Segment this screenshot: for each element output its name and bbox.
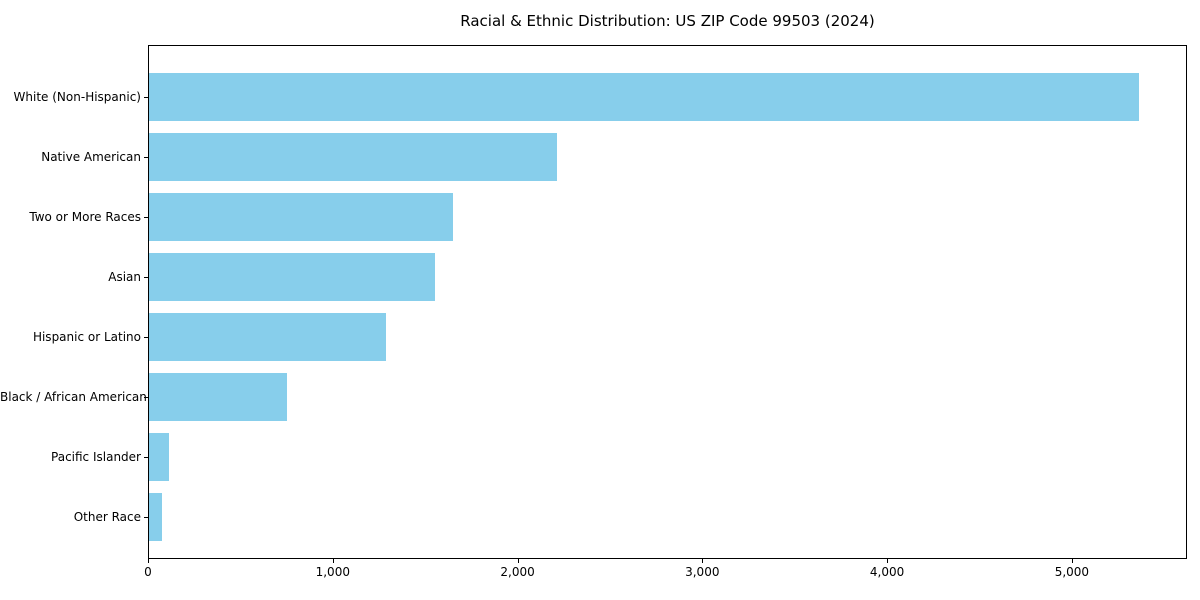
y-tick-label-native-american: Native American [41, 150, 141, 164]
bar-black-african-american [149, 373, 287, 421]
y-tick-label-hispanic-or-latino: Hispanic or Latino [32, 330, 141, 344]
x-tick-mark [887, 559, 889, 563]
y-tick-mark [144, 97, 148, 98]
y-tick-mark [144, 157, 148, 158]
bar-hispanic-or-latino [149, 313, 386, 361]
y-tick-label-white-non-hispanic: White (Non-Hispanic) [13, 90, 141, 104]
bar-two-or-more-races [149, 193, 453, 241]
x-tick-label: 1,000 [315, 565, 350, 579]
plot-area [148, 45, 1187, 559]
bar-pacific-islander [149, 433, 170, 481]
x-tick-mark [702, 559, 704, 563]
bar-white-non-hispanic [149, 73, 1139, 121]
bar-asian [149, 253, 435, 301]
x-tick-label: 3,000 [685, 565, 720, 579]
x-tick-mark [148, 559, 149, 563]
x-tick-mark [332, 559, 334, 563]
y-tick-mark [144, 337, 148, 338]
x-tick-label: 4,000 [869, 565, 905, 579]
y-tick-label-two-or-more-races: Two or More Races [29, 210, 141, 224]
x-tick-label: 5,000 [1054, 565, 1090, 579]
x-tick-label: 0 [144, 565, 152, 579]
x-tick-label: 2,000 [500, 565, 535, 579]
y-tick-label-pacific-islander: Pacific Islander [51, 450, 141, 464]
y-tick-mark [144, 457, 148, 458]
y-tick-label-asian: Asian [108, 270, 141, 284]
y-tick-mark [144, 217, 148, 218]
y-tick-mark [144, 277, 148, 278]
x-tick-mark [1071, 559, 1073, 563]
y-tick-label-other-race: Other Race [73, 510, 141, 524]
bar-native-american [149, 133, 558, 181]
x-tick-mark [517, 559, 519, 563]
y-tick-mark [144, 397, 148, 398]
y-tick-label-black-african-american: Black / African American [0, 390, 147, 404]
chart-title: Racial & Ethnic Distribution: US ZIP Cod… [460, 12, 875, 30]
y-tick-mark [144, 517, 148, 518]
bar-other-race [149, 493, 163, 541]
